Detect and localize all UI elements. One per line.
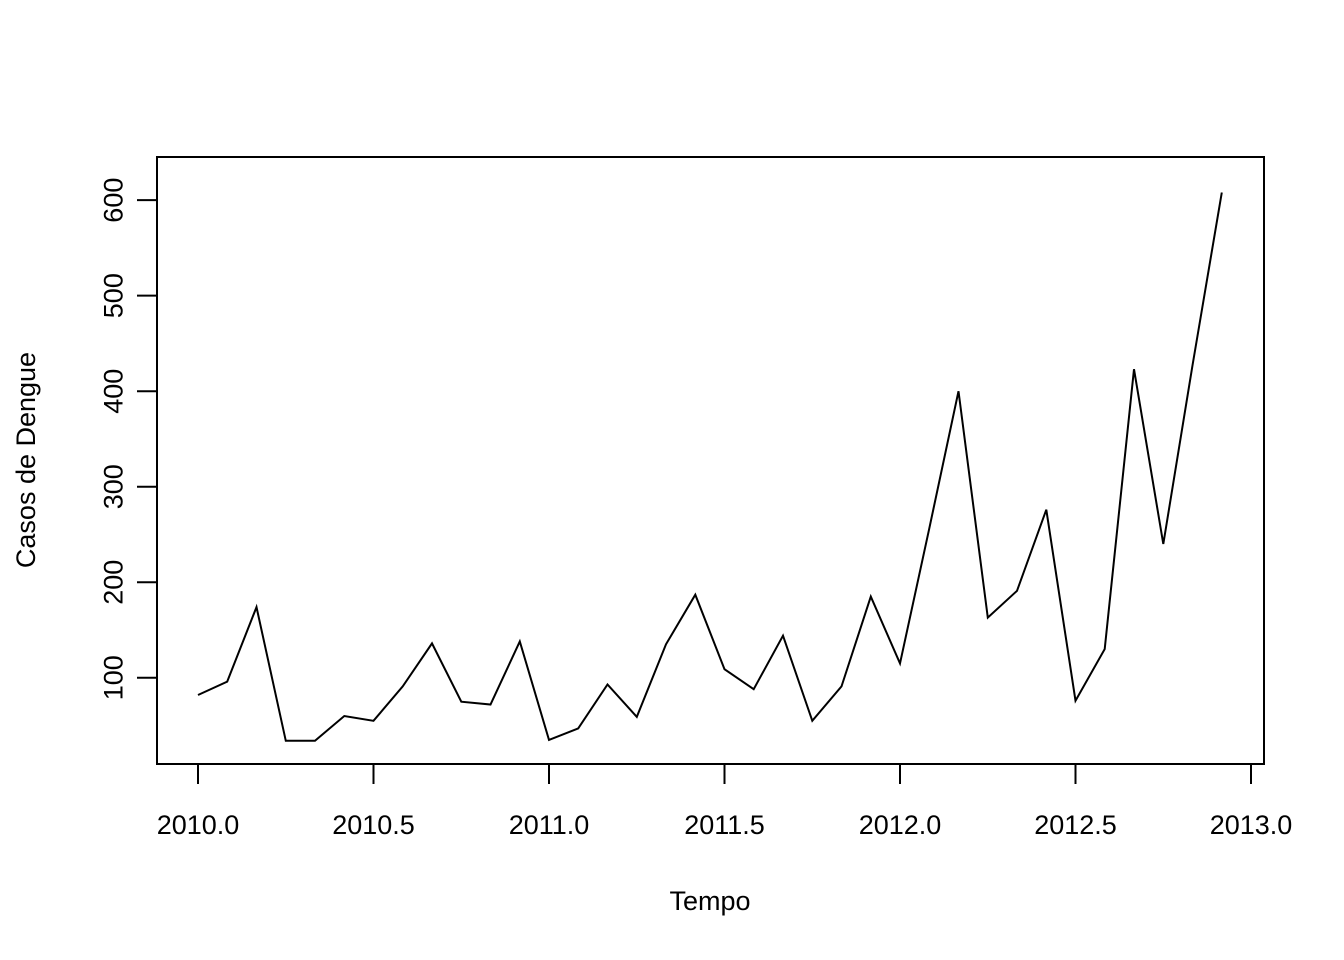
x-tick-label: 2011.0 bbox=[509, 810, 590, 840]
x-tick-label: 2012.0 bbox=[859, 810, 942, 840]
y-tick-label: 100 bbox=[98, 655, 128, 700]
y-tick-label: 300 bbox=[98, 464, 128, 509]
plot-box bbox=[156, 156, 1265, 765]
x-tick-label: 2010.0 bbox=[157, 810, 240, 840]
y-tick-label: 400 bbox=[98, 369, 128, 414]
y-axis: 100 200 300 400 500 600 bbox=[98, 178, 158, 700]
y-tick-label: 200 bbox=[98, 560, 128, 605]
y-tick-label: 600 bbox=[98, 178, 128, 223]
series-line bbox=[197, 192, 1223, 742]
x-axis-title: Tempo bbox=[669, 886, 750, 916]
x-tick-label: 2013.0 bbox=[1210, 810, 1293, 840]
y-axis-title: Casos de Dengue bbox=[11, 352, 41, 568]
x-tick-label: 2010.5 bbox=[332, 810, 415, 840]
y-tick-label: 500 bbox=[98, 273, 128, 318]
x-tick-label: 2011.5 bbox=[684, 810, 765, 840]
x-tick-label: 2012.5 bbox=[1034, 810, 1117, 840]
x-axis: 2010.0 2010.5 2011.0 2011.5 2012.0 2012.5 2013… bbox=[157, 763, 1293, 840]
